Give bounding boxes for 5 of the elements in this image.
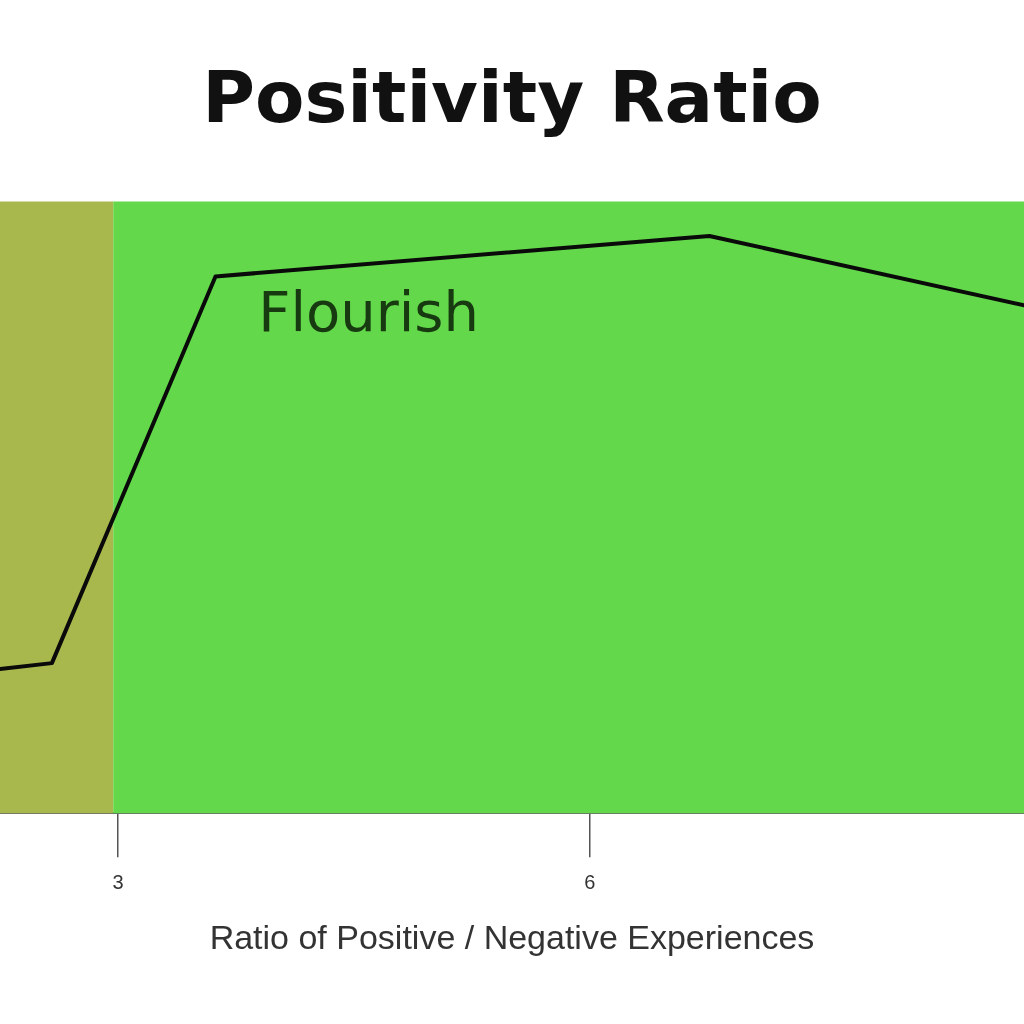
x-axis-title: Ratio of Positive / Negative Experiences: [209, 917, 815, 956]
band-label: Flourish: [258, 278, 480, 344]
chart-title: Positivity Ratio: [202, 54, 822, 139]
x-tick-label: 6: [584, 870, 596, 893]
x-tick-label: 3: [112, 870, 124, 893]
